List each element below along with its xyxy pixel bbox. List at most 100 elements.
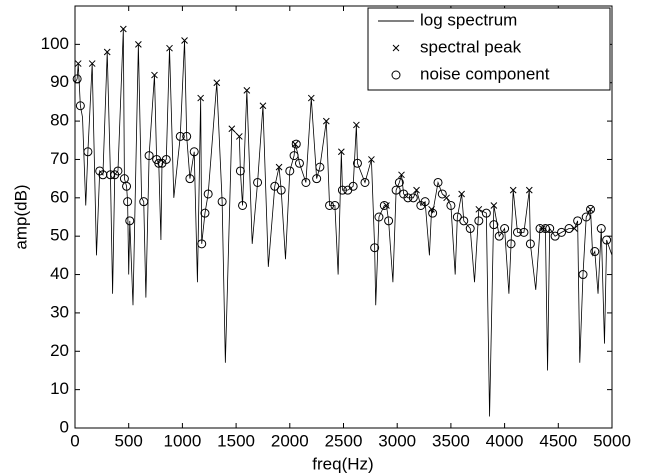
y-tick-label: 70 <box>50 149 69 168</box>
x-tick-label: 500 <box>115 431 143 450</box>
noise-marker <box>525 239 535 249</box>
spectral-peak-marker <box>197 94 205 102</box>
noise-marker <box>235 166 245 176</box>
spectral-peak-marker <box>228 125 236 133</box>
noise-marker <box>408 193 418 203</box>
noise-marker <box>452 212 462 222</box>
noise-marker <box>348 181 358 191</box>
legend-label: spectral peak <box>420 37 522 56</box>
x-tick-label: 2000 <box>271 431 309 450</box>
noise-marker <box>394 177 404 187</box>
x-tick-label: 1500 <box>217 431 255 450</box>
noise-marker <box>500 224 510 234</box>
noise-marker <box>360 177 370 187</box>
legend-label: log spectrum <box>420 10 517 29</box>
y-tick-label: 20 <box>50 341 69 360</box>
legend-box <box>367 7 611 91</box>
noise-marker <box>512 227 522 237</box>
x-tick-label: 3500 <box>432 431 470 450</box>
spectral-peak-marker <box>119 25 127 33</box>
noise-marker <box>474 216 484 226</box>
noise-marker <box>506 239 516 249</box>
x-tick-label: 1000 <box>163 431 201 450</box>
y-tick-label: 50 <box>50 226 69 245</box>
spectral-peak-marker <box>103 48 111 56</box>
legend-marker <box>392 44 400 52</box>
noise-marker <box>72 74 82 84</box>
noise-marker <box>403 193 413 203</box>
noise-marker <box>161 154 171 164</box>
noise-marker <box>337 185 347 195</box>
noise-marker <box>200 208 210 218</box>
y-tick-label: 60 <box>50 187 69 206</box>
legend-marker <box>391 70 401 80</box>
spectral-peak-marker <box>525 186 533 194</box>
noise-marker <box>590 247 600 257</box>
y-axis-label: amp(dB) <box>11 184 30 249</box>
legend-label: noise component <box>420 64 550 83</box>
spectral-peak-marker <box>151 71 158 79</box>
spectral-peak-marker <box>353 121 360 129</box>
noise-marker <box>182 131 192 141</box>
noise-marker <box>374 212 384 222</box>
noise-marker <box>253 177 263 187</box>
noise-marker <box>535 224 545 234</box>
noise-marker <box>596 224 606 234</box>
noise-marker <box>540 224 550 234</box>
noise-marker <box>370 243 380 253</box>
spectral-peak-marker <box>213 79 221 87</box>
noise-marker <box>581 212 591 222</box>
noise-marker <box>122 181 132 191</box>
noise-marker <box>481 208 491 218</box>
noise-marker <box>113 166 123 176</box>
noise-marker <box>154 158 164 168</box>
x-tick-label: 5000 <box>593 431 631 450</box>
noise-marker <box>105 170 115 180</box>
noise-marker <box>197 239 207 249</box>
spectral-peak-marker <box>587 205 594 213</box>
noise-marker <box>379 200 389 210</box>
spectral-peak-marker <box>458 190 465 198</box>
y-tick-label: 90 <box>50 72 69 91</box>
noise-marker <box>139 197 149 207</box>
noise-marker <box>352 158 362 168</box>
x-tick-label: 4000 <box>486 431 524 450</box>
spectral-peak-marker <box>509 186 517 194</box>
noise-marker <box>276 185 286 195</box>
noise-marker <box>189 147 199 157</box>
noise-marker <box>545 224 555 234</box>
noise-marker <box>602 235 612 245</box>
spectral-peak-marker <box>166 44 173 52</box>
noise-marker <box>330 200 340 210</box>
spectral-peak-marker <box>243 87 251 94</box>
noise-marker <box>125 216 135 226</box>
noise-marker <box>301 177 311 187</box>
spectral-peak-marker <box>307 94 315 102</box>
spectral-peak-marker <box>235 133 243 140</box>
x-tick-label: 3000 <box>378 431 416 450</box>
noise-marker <box>550 231 560 241</box>
noise-marker <box>325 200 335 210</box>
noise-marker <box>203 189 213 199</box>
marker-group <box>72 74 612 280</box>
noise-marker <box>573 216 583 226</box>
noise-marker <box>144 151 154 161</box>
y-tick-label: 80 <box>50 111 69 130</box>
noise-marker <box>384 216 394 226</box>
noise-marker <box>391 185 401 195</box>
spectral-peak-marker <box>337 148 345 156</box>
spectral-peak-marker <box>383 202 390 209</box>
spectral-peak-marker <box>368 156 375 163</box>
spectral-peak-marker <box>475 205 483 213</box>
noise-marker <box>75 101 85 111</box>
noise-marker <box>586 204 596 214</box>
noise-marker <box>446 200 456 210</box>
noise-marker <box>489 220 499 230</box>
y-tick-label: 30 <box>50 302 69 321</box>
noise-marker <box>270 181 280 191</box>
noise-marker <box>238 200 248 210</box>
noise-marker <box>459 216 469 226</box>
noise-marker <box>185 174 195 184</box>
noise-marker <box>315 162 325 172</box>
